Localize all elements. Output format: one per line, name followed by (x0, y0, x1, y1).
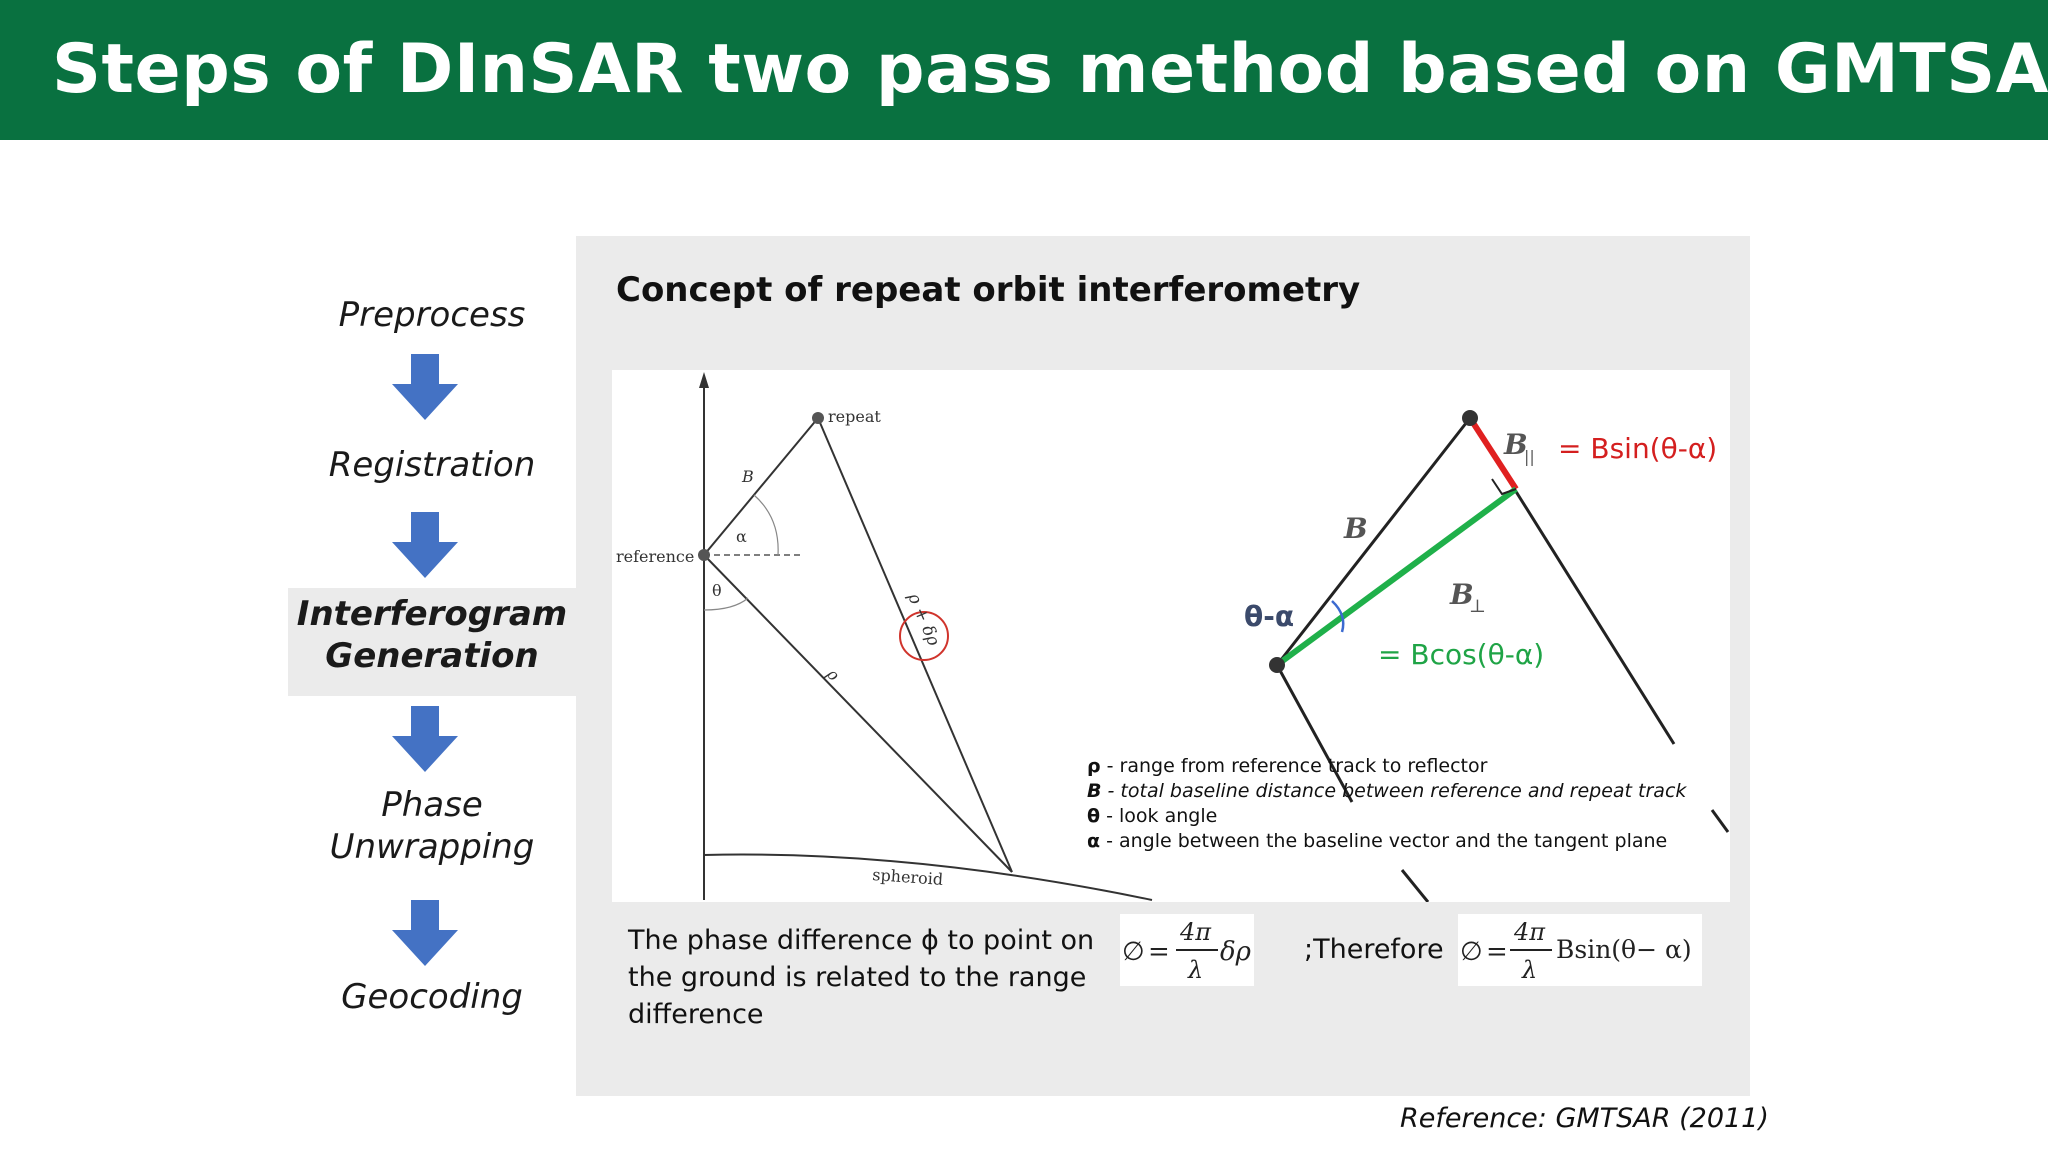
theta-alpha-arc (1331, 600, 1345, 633)
rho-line (703, 554, 1013, 873)
label-theta: θ (712, 581, 722, 600)
formula1-den: λ (1187, 956, 1203, 984)
repeat-point-right (1462, 410, 1478, 426)
alpha-arc (753, 494, 779, 556)
label-b-parallel-sub: || (1524, 447, 1535, 466)
label-b: B (741, 467, 754, 486)
axis-arrowhead (699, 372, 709, 388)
step-phase-unwrapping: Phase Unwrapping (288, 784, 576, 868)
step-interferogram-line2: Generation (325, 636, 539, 676)
formula2-den: λ (1521, 956, 1537, 984)
down-arrow-icon (392, 512, 458, 578)
step-geocoding: Geocoding (341, 977, 523, 1017)
stub-bottom (1400, 869, 1430, 902)
reference-point (698, 549, 710, 561)
b-line (1275, 417, 1472, 666)
step-interferogram-generation: Interferogram Generation (288, 588, 576, 696)
down-arrow-icon (392, 706, 458, 772)
reference-point-right (1269, 657, 1285, 673)
formula2-rhs: Bsin(θ− α) (1556, 935, 1692, 964)
label-b-perp: B (1449, 578, 1474, 611)
legend-item: B - total baseline distance between refe… (1087, 779, 1686, 804)
legend-symbol: ρ (1087, 755, 1101, 777)
label-spheroid: spheroid (872, 865, 944, 889)
label-b-parallel: B (1503, 428, 1528, 461)
legend-item: θ - look angle (1087, 804, 1686, 829)
label-theta-alpha: θ-α (1244, 600, 1294, 633)
label-reference: reference (616, 547, 694, 566)
down-arrow-icon (392, 354, 458, 420)
legend-text: - total baseline distance between refere… (1101, 780, 1687, 802)
b-perp-line (1275, 486, 1518, 668)
label-alpha: α (736, 527, 747, 546)
step-phase-line1: Phase (381, 785, 483, 825)
formula1-eq: = (1148, 937, 1170, 967)
theta-arc (703, 597, 749, 611)
b-parallel-line (1467, 416, 1519, 491)
left-figure: repeat reference B α θ ρ ρ + δρ spheroid (616, 372, 1153, 901)
formula-phase-range: ∅ = 4π λ δρ (1120, 914, 1254, 986)
legend-item: ρ - range from reference track to reflec… (1087, 754, 1686, 779)
formula2-lhs: ∅ (1460, 937, 1483, 967)
repeat-point (812, 412, 824, 424)
step-interferogram-line1: Interferogram (296, 594, 568, 634)
step-registration: Registration (328, 445, 536, 485)
legend-text: - angle between the baseline vector and … (1100, 830, 1668, 852)
legend-symbol: α (1087, 830, 1101, 852)
phase-caption: The phase difference ϕ to point on the g… (628, 925, 1095, 1030)
legend-symbol: θ (1087, 805, 1101, 827)
formula1-rhs: δρ (1220, 937, 1252, 967)
formula-phase-baseline: ∅ = 4π λ Bsin(θ− α) (1458, 914, 1702, 986)
therefore-text: ;Therefore (1304, 934, 1444, 965)
highlight-circle (899, 611, 949, 661)
look-line-reference (1275, 664, 1354, 803)
reference-citation: Reference: GMTSAR (2011) (1400, 1103, 1769, 1134)
label-b-perp-sub: ⊥ (1469, 596, 1486, 617)
interferometry-diagram: repeat reference B α θ ρ ρ + δρ spheroid (616, 372, 1730, 902)
label-b-right: B (1343, 512, 1368, 545)
panel-title: Concept of repeat orbit interferometry (616, 270, 1361, 310)
label-rho-delta: ρ + δρ (903, 589, 943, 649)
step-phase-line2: Unwrapping (329, 827, 535, 867)
legend-text: - range from reference track to reflecto… (1100, 755, 1488, 777)
label-bcos: = Bcos(θ-α) (1378, 638, 1544, 671)
rho-delta-line (817, 417, 1013, 873)
formula2-num: 4π (1513, 918, 1546, 946)
baseline-line (703, 417, 819, 556)
right-angle-marker (1491, 478, 1517, 496)
symbol-legend: ρ - range from reference track to reflec… (1087, 754, 1686, 854)
formula1-num: 4π (1179, 918, 1212, 946)
spheroid-curve (703, 853, 1153, 901)
legend-text: - look angle (1100, 805, 1218, 827)
figure-area (612, 370, 1730, 902)
title-bar: Steps of DInSAR two pass method based on… (0, 0, 2048, 140)
formula2-eq: = (1486, 937, 1508, 967)
label-repeat: repeat (828, 407, 881, 426)
right-figure: B B || B ⊥ θ-α = Bsin(θ-α) = Bcos(θ-α) (1244, 410, 1730, 902)
legend-symbol: B (1087, 780, 1102, 802)
label-rho: ρ (822, 664, 843, 685)
legend-item: α - angle between the baseline vector an… (1087, 829, 1686, 854)
stub-right (1710, 809, 1730, 833)
formula1-lhs: ∅ (1122, 937, 1145, 967)
label-bsin: = Bsin(θ-α) (1558, 432, 1717, 465)
slide-title: Steps of DInSAR two pass method based on… (52, 30, 2048, 109)
step-preprocess: Preprocess (338, 295, 526, 335)
down-arrow-icon (392, 900, 458, 966)
